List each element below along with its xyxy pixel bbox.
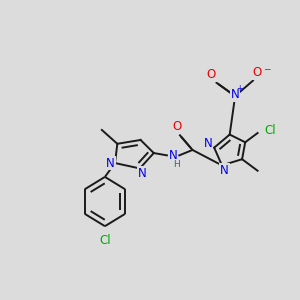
Text: O: O bbox=[206, 68, 216, 81]
Text: N: N bbox=[106, 157, 115, 169]
Text: Cl: Cl bbox=[264, 124, 276, 137]
Text: H: H bbox=[173, 160, 180, 169]
Text: O: O bbox=[252, 67, 262, 80]
Text: N: N bbox=[204, 137, 212, 150]
Text: O: O bbox=[172, 120, 182, 134]
Text: N: N bbox=[231, 88, 239, 101]
Text: +: + bbox=[237, 84, 243, 93]
Text: N: N bbox=[169, 149, 178, 162]
Text: N: N bbox=[220, 164, 229, 177]
Text: Cl: Cl bbox=[99, 233, 111, 247]
Text: N: N bbox=[138, 167, 146, 180]
Text: −: − bbox=[263, 64, 271, 73]
